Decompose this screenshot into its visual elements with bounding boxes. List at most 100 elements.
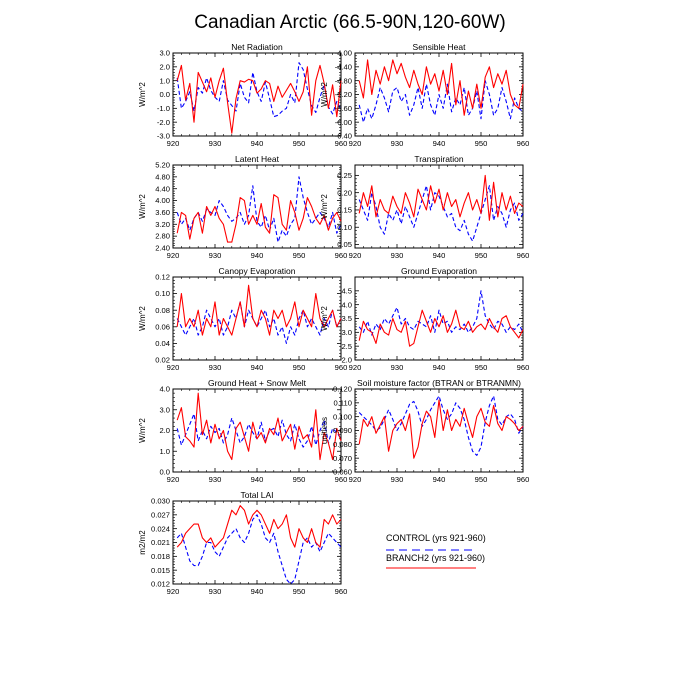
panel-ground-heat-snow-melt: Ground Heat + Snow Melt W/m^2 0.0 1.0 2.0 3.0… <box>138 378 347 484</box>
panel-latent-heat: Latent Heat W/m^2 2.40 2.80 3.20 3.60 4.00 4.40… <box>138 154 347 260</box>
panel-total-lai-ytick-label: 0.015 <box>151 566 170 575</box>
panel-net-radiation-ytick-label: -2.0 <box>157 118 170 127</box>
legend: CONTROL (yrs 921-960) BRANCH2 (yrs 921-9… <box>386 533 486 569</box>
panel-total-lai-xtick-label: 940 <box>251 587 264 596</box>
panel-sensible-heat-xtick-label: 950 <box>475 139 488 148</box>
panel-soil-moisture-factor-btran-or-btranmn-ylabel: unitless <box>320 417 329 444</box>
panel-ground-evaporation: Ground Evaporation W/m^2 2.0 2.5 3.0 3.5 4.0 4.… <box>320 266 529 372</box>
panel-canopy-evaporation-ytick-label: 0.12 <box>155 273 170 282</box>
panel-sensible-heat-ytick-label: -5.20 <box>335 90 352 99</box>
panel-canopy-evaporation-series-branch2 <box>176 284 342 336</box>
panel-ground-heat-snow-melt-xtick-label: 920 <box>167 475 180 484</box>
panel-total-lai-ytick-label: 0.018 <box>151 552 170 561</box>
panel-ground-evaporation-ytick-label: 4.0 <box>341 300 352 309</box>
panel-canopy-evaporation-title: Canopy Evaporation <box>218 266 295 276</box>
panel-sensible-heat-ylabel: W/m^2 <box>320 82 329 107</box>
panel-soil-moisture-factor-btran-or-btranmn-ytick-label: 0.120 <box>333 385 352 394</box>
panel-canopy-evaporation-ytick-label: 0.06 <box>155 322 170 331</box>
panel-total-lai-ytick-label: 0.021 <box>151 538 170 547</box>
panel-ground-evaporation-ytick-label: 2.5 <box>341 342 352 351</box>
panel-ground-heat-snow-melt-series-branch2 <box>176 392 342 461</box>
panel-transpiration-xtick-label: 940 <box>433 251 446 260</box>
panel-soil-moisture-factor-btran-or-btranmn-xtick-label: 950 <box>475 475 488 484</box>
panel-net-radiation-ylabel: W/m^2 <box>138 82 147 107</box>
panel-transpiration-xtick-label: 920 <box>349 251 362 260</box>
panel-canopy-evaporation-ytick-label: 0.02 <box>155 356 170 365</box>
panel-soil-moisture-factor-btran-or-btranmn-ytick-label: 0.060 <box>333 468 352 477</box>
panel-latent-heat-xtick-label: 920 <box>167 251 180 260</box>
panel-sensible-heat-series-control <box>358 80 524 123</box>
panel-canopy-evaporation-xtick-label: 930 <box>209 363 222 372</box>
panel-net-radiation-ytick-label: 3.0 <box>159 49 170 58</box>
panel-total-lai-xtick-label: 930 <box>209 587 222 596</box>
panel-sensible-heat-ytick-label: -4.80 <box>335 76 352 85</box>
panel-ground-heat-snow-melt-ytick-label: 4.0 <box>159 385 170 394</box>
panel-ground-heat-snow-melt-ytick-label: 2.0 <box>159 426 170 435</box>
panel-transpiration-xtick-label: 950 <box>475 251 488 260</box>
panel-ground-heat-snow-melt-series-control <box>176 413 342 448</box>
panel-ground-evaporation-ytick-label: 4.5 <box>341 286 352 295</box>
panel-total-lai-ytick-label: 0.012 <box>151 580 170 589</box>
panel-ground-heat-snow-melt-xtick-label: 930 <box>209 475 222 484</box>
panel-transpiration-xtick-label: 930 <box>391 251 404 260</box>
panel-net-radiation-ytick-label: 0.0 <box>159 90 170 99</box>
panel-sensible-heat-ytick-label: -4.00 <box>335 49 352 58</box>
panel-latent-heat-xtick-label: 950 <box>293 251 306 260</box>
panel-latent-heat-ytick-label: 5.20 <box>155 161 170 170</box>
panel-transpiration-ytick-label: 0.20 <box>337 188 352 197</box>
panel-latent-heat-ytick-label: 4.00 <box>155 196 170 205</box>
panel-net-radiation-ytick-label: 1.0 <box>159 76 170 85</box>
panel-transpiration-ytick-label: 0.05 <box>337 240 352 249</box>
panel-net-radiation-ytick-label: -3.0 <box>157 132 170 141</box>
panel-ground-heat-snow-melt-ytick-label: 0.0 <box>159 468 170 477</box>
panel-ground-heat-snow-melt-ylabel: W/m^2 <box>138 418 147 443</box>
panel-ground-evaporation-ytick-label: 2.0 <box>341 356 352 365</box>
panel-soil-moisture-factor-btran-or-btranmn-ytick-label: 0.100 <box>333 412 352 421</box>
panel-ground-evaporation-series-branch2 <box>358 309 524 347</box>
panel-soil-moisture-factor-btran-or-btranmn-ytick-label: 0.080 <box>333 440 352 449</box>
panel-transpiration-xtick-label: 960 <box>517 251 530 260</box>
panel-total-lai-title: Total LAI <box>240 490 273 500</box>
panel-sensible-heat-ytick-label: -6.00 <box>335 118 352 127</box>
legend-label-control: CONTROL (yrs 921-960) <box>386 533 486 543</box>
panel-net-radiation-title: Net Radiation <box>231 42 283 52</box>
panel-sensible-heat: Sensible Heat W/m^2 -6.40 -6.00 -5.60 -5.20 -4… <box>320 42 529 148</box>
panel-sensible-heat-ytick-label: -4.40 <box>335 62 352 71</box>
panel-total-lai-series-control <box>176 514 342 585</box>
panel-canopy-evaporation-ytick-label: 0.10 <box>155 289 170 298</box>
panel-total-lai-series-branch2 <box>176 505 342 548</box>
panel-net-radiation-xtick-label: 920 <box>167 139 180 148</box>
panels-group: Net Radiation W/m^2 -3.0 -2.0 -1.0 0.0 1.0 2.0 3… <box>138 42 529 596</box>
panel-net-radiation-frame <box>172 52 342 137</box>
panel-canopy-evaporation-series-control <box>176 301 342 344</box>
panel-sensible-heat-ytick-label: -6.40 <box>335 132 352 141</box>
panel-soil-moisture-factor-btran-or-btranmn-xtick-label: 920 <box>349 475 362 484</box>
panel-ground-evaporation-series-control <box>358 290 524 336</box>
panel-sensible-heat-xtick-label: 920 <box>349 139 362 148</box>
panel-net-radiation-xtick-label: 960 <box>335 139 348 148</box>
panel-ground-heat-snow-melt-title: Ground Heat + Snow Melt <box>208 378 307 388</box>
panel-net-radiation-xtick-label: 930 <box>209 139 222 148</box>
panel-transpiration-ytick-label: 0.15 <box>337 206 352 215</box>
panel-canopy-evaporation-ylabel: W/m^2 <box>138 306 147 331</box>
panel-ground-heat-snow-melt-ytick-label: 1.0 <box>159 447 170 456</box>
panel-canopy-evaporation-ytick-label: 0.08 <box>155 306 170 315</box>
panel-soil-moisture-factor-btran-or-btranmn-ytick-label: 0.090 <box>333 426 352 435</box>
panel-sensible-heat-title: Sensible Heat <box>413 42 467 52</box>
panel-total-lai-xtick-label: 920 <box>167 587 180 596</box>
legend-label-branch2: BRANCH2 (yrs 921-960) <box>386 553 485 563</box>
panel-soil-moisture-factor-btran-or-btranmn-ytick-label: 0.110 <box>334 398 352 407</box>
panel-soil-moisture-factor-btran-or-btranmn-xtick-label: 930 <box>391 475 404 484</box>
panel-latent-heat-title: Latent Heat <box>235 154 280 164</box>
panel-latent-heat-frame <box>172 164 342 249</box>
panel-ground-evaporation-xtick-label: 950 <box>475 363 488 372</box>
panel-net-radiation-ytick-label: -1.0 <box>157 104 170 113</box>
panel-ground-evaporation-xtick-label: 930 <box>391 363 404 372</box>
panel-ground-heat-snow-melt-xtick-label: 940 <box>251 475 264 484</box>
panel-total-lai-ytick-label: 0.027 <box>151 510 170 519</box>
panel-soil-moisture-factor-btran-or-btranmn-xtick-label: 960 <box>517 475 530 484</box>
panel-ground-evaporation-xtick-label: 960 <box>517 363 530 372</box>
panel-ground-evaporation-title: Ground Evaporation <box>401 266 477 276</box>
panel-ground-evaporation-ylabel: W/m^2 <box>320 306 329 331</box>
